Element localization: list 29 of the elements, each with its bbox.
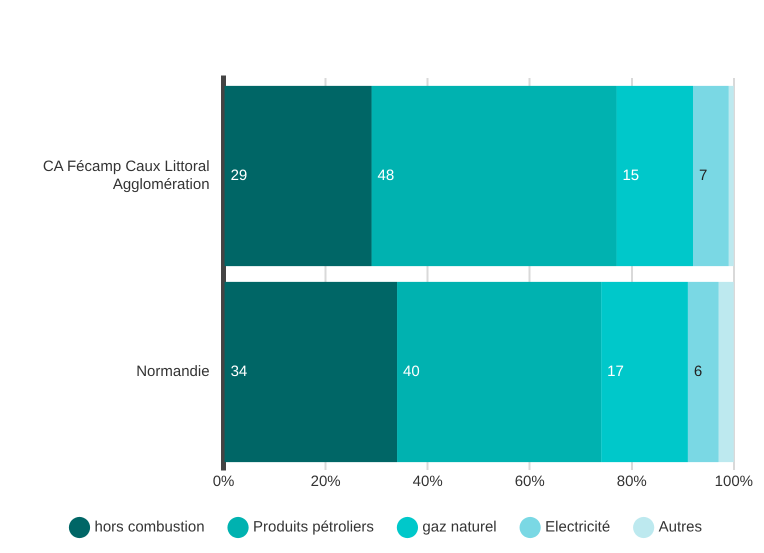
data-label: 34 (230, 363, 248, 380)
bar (372, 86, 616, 266)
x-tick-label: 100% (714, 473, 754, 490)
x-tick-label: 20% (310, 473, 341, 490)
x-tick-label: 40% (412, 473, 443, 490)
data-label: 40 (403, 363, 420, 380)
legend-label: Autres (658, 518, 702, 536)
bar (616, 86, 693, 266)
y-tick-label: CA Fécamp Caux Littoral Agglomération (42, 158, 210, 194)
data-label: 48 (378, 167, 394, 184)
legend-label: gaz naturel (422, 518, 497, 536)
bar (688, 282, 719, 462)
bar (728, 86, 734, 266)
bar (397, 282, 602, 462)
legend-label: hors combustion (94, 518, 205, 536)
bar (601, 282, 688, 462)
legend-label: Electricité (545, 518, 610, 536)
data-label: 17 (607, 363, 624, 380)
x-tick-label: 60% (514, 473, 545, 490)
x-tick-label: 0% (212, 473, 234, 490)
data-label: 15 (622, 167, 640, 184)
bar (693, 86, 729, 266)
data-label: 6 (694, 363, 702, 380)
bar (718, 282, 734, 462)
data-label: 29 (230, 167, 248, 184)
data-label: 7 (698, 167, 708, 184)
legend-label: Produits pétroliers (253, 518, 374, 536)
x-tick-label: 80% (616, 473, 647, 490)
y-tick-label: Normandie (136, 363, 210, 380)
